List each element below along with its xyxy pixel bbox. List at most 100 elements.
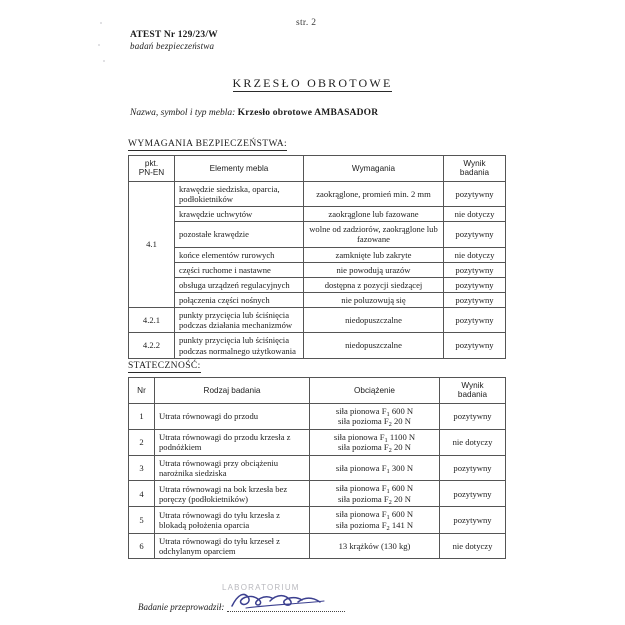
section-heading-stability: STATECZNOŚĆ:	[128, 361, 201, 373]
cell-nr: 1	[128, 402, 155, 430]
table-row: końce elementów rurowych zamknięte lub za…	[129, 246, 506, 263]
cell-pkt-group: 4.1	[128, 180, 175, 309]
cell-requirement: niedopuszczalne	[303, 332, 444, 359]
cell-result: nie dotyczy	[439, 428, 506, 457]
table-row: 1 Utrata równowagi do przodu siła pionowa …	[128, 402, 506, 430]
cell-element: krawędzie siedziska, oparcia, podłokietn…	[174, 180, 304, 208]
product-label: Nazwa, symbol i typ mebla:	[130, 108, 236, 118]
column-header-requirements: Wymagania	[303, 155, 444, 182]
cell-nr: 6	[128, 532, 155, 559]
cell-result: pozytywny	[443, 307, 506, 334]
cell-element: części ruchome i nastawne	[174, 261, 304, 278]
cell-pkt: 4.2.1	[128, 307, 175, 334]
cell-test-type: Utrata równowagi do tyłu krzeseł z odchy…	[154, 532, 310, 559]
table-row: 3 Utrata równowagi przy obciążeniu narożn…	[128, 455, 506, 482]
cell-requirement: wolne od zadziorów, zaokrąglone lub fazo…	[303, 221, 444, 248]
cell-requirement: nie powodują urazów	[303, 261, 444, 278]
table-row: 4.2.2 punkty przycięcia lub ściśnięcia po…	[128, 332, 506, 359]
cell-result: pozytywny	[443, 180, 506, 208]
cell-element: końce elementów rurowych	[174, 246, 304, 263]
laboratory-stamp: LABORATORIUM	[222, 583, 300, 592]
page-title-text: KRZESŁO OBROTOWE	[232, 76, 393, 92]
table-row: 6 Utrata równowagi do tyłu krzeseł z odch…	[128, 532, 506, 559]
table-row: części ruchome i nastawne nie powodują ur…	[129, 261, 506, 278]
cell-test-type: Utrata równowagi do przodu krzesła z pod…	[154, 428, 310, 457]
table-row: 5 Utrata równowagi do tyłu krzesła z blok…	[128, 506, 506, 534]
column-header-load: Obciążenie	[309, 377, 440, 404]
atest-subtitle: badań bezpieczeństwa	[130, 41, 215, 51]
cell-pkt: 4.2.2	[128, 332, 175, 359]
cell-element: obsługa urządzeń regulacyjnych	[174, 276, 304, 293]
scan-speck	[98, 44, 100, 46]
cell-test-type: Utrata równowagi przy obciążeniu narożni…	[154, 455, 310, 482]
product-line: Nazwa, symbol i typ mebla: Krzesło obrot…	[130, 108, 378, 118]
table-row: 2 Utrata równowagi do przodu krzesła z po…	[128, 428, 506, 457]
signature-dotted-line	[227, 602, 346, 612]
page-title: KRZESŁO OBROTOWE	[0, 76, 625, 92]
stability-table: Nr Rodzaj badania Obciążenie Wynik badan…	[128, 377, 506, 559]
table-row: pozostałe krawędzie wolne od zadziorów, z…	[129, 221, 506, 248]
cell-result: pozytywny	[443, 221, 506, 248]
footer-signature-line: Badanie przeprowadził:	[138, 602, 346, 612]
cell-result: nie dotyczy	[439, 532, 506, 559]
cell-result: nie dotyczy	[443, 246, 506, 263]
cell-element: pozostałe krawędzie	[174, 221, 304, 248]
requirements-table: pkt. PN-EN Elementy mebla Wymagania Wyni…	[128, 155, 506, 359]
product-value: Krzesło obrotowe AMBASADOR	[237, 108, 379, 118]
section-heading-stability-text: STATECZNOŚĆ:	[128, 361, 201, 373]
column-header-pkt: pkt. PN-EN	[128, 155, 175, 182]
cell-requirement: niedopuszczalne	[303, 307, 444, 334]
scan-speck	[103, 60, 105, 62]
cell-result: pozytywny	[439, 402, 506, 430]
cell-result: pozytywny	[443, 291, 506, 309]
column-header-elements: Elementy mebla	[174, 155, 304, 182]
section-heading-requirements-text: WYMAGANIA BEZPIECZEŃSTWA:	[128, 139, 288, 151]
cell-element: punkty przycięcia lub ściśnięcia podczas…	[174, 307, 304, 334]
cell-result: pozytywny	[443, 332, 506, 359]
table-row: 4.1 krawędzie siedziska, oparcia, podłoki…	[128, 180, 506, 309]
cell-nr: 5	[128, 506, 155, 534]
handwritten-signature	[231, 593, 325, 609]
page-number: str. 2	[296, 18, 317, 28]
cell-element: połączenia części nośnych	[174, 291, 304, 309]
cell-test-type: Utrata równowagi do tyłu krzesła z bloka…	[154, 506, 310, 534]
cell-load: 13 krążków (130 kg)	[309, 532, 440, 559]
section-heading-requirements: WYMAGANIA BEZPIECZEŃSTWA:	[128, 139, 288, 151]
cell-requirement: nie poluzowują się	[303, 291, 444, 309]
table-row: krawędzie uchwytów zaokrąglone lub fazowa…	[129, 206, 506, 223]
cell-nr: 4	[128, 480, 155, 508]
cell-requirement: zaokrąglone, promień min. 2 mm	[303, 180, 444, 208]
scan-speck	[100, 22, 102, 24]
cell-requirement: dostępna z pozycji siedzącej	[303, 276, 444, 293]
table-row: 4 Utrata równowagi na bok krzesła bez por…	[128, 480, 506, 508]
column-header-test-type: Rodzaj badania	[154, 377, 310, 404]
cell-load: siła pionowa F1 300 N	[309, 455, 440, 482]
table-row: połączenia części nośnych nie poluzowują …	[129, 291, 506, 309]
cell-element: krawędzie uchwytów	[174, 206, 304, 223]
cell-test-type: Utrata równowagi do przodu	[154, 402, 310, 430]
cell-requirement: zaokrąglone lub fazowane	[303, 206, 444, 223]
document-header: ATEST Nr 129/23/W badań bezpieczeństwa	[130, 30, 218, 51]
cell-result: nie dotyczy	[443, 206, 506, 223]
conducted-by-label: Badanie przeprowadził:	[138, 602, 225, 612]
table-row: obsługa urządzeń regulacyjnych dostępna z…	[129, 276, 506, 293]
column-header-nr: Nr	[128, 377, 155, 404]
cell-result: pozytywny	[443, 276, 506, 293]
cell-test-type: Utrata równowagi na bok krzesła bez porę…	[154, 480, 310, 508]
column-header-result: Wynik badania	[439, 377, 506, 404]
table-header-row: pkt. PN-EN Elementy mebla Wymagania Wyni…	[128, 155, 506, 182]
cell-result: pozytywny	[443, 261, 506, 278]
cell-result: pozytywny	[439, 480, 506, 508]
cell-requirement: zamknięte lub zakryte	[303, 246, 444, 263]
cell-result: pozytywny	[439, 506, 506, 534]
cell-nr: 3	[128, 455, 155, 482]
column-header-result: Wynik badania	[443, 155, 506, 182]
cell-element: punkty przycięcia lub ściśnięcia podczas…	[174, 332, 304, 359]
cell-nr: 2	[128, 428, 155, 457]
table-header-row: Nr Rodzaj badania Obciążenie Wynik badan…	[128, 377, 506, 404]
